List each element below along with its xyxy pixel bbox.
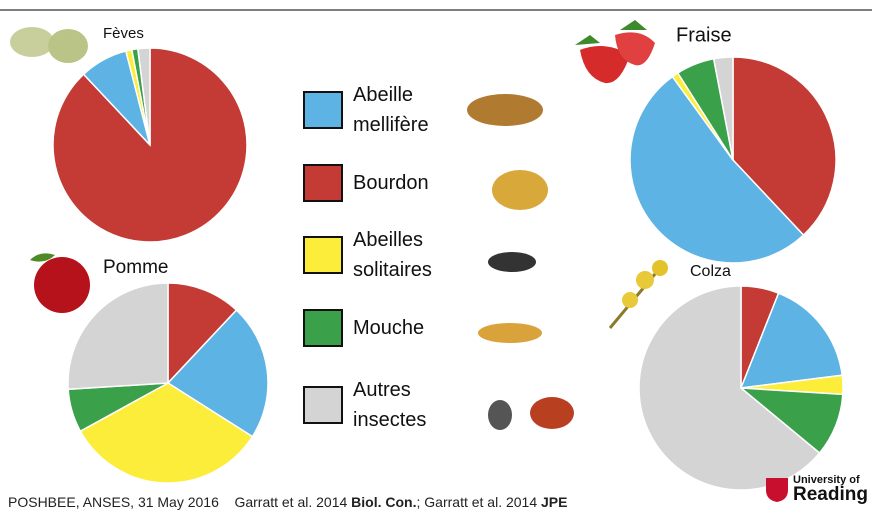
footer-text: POSHBEE, ANSES, 31 May 2016 Garratt et a… (8, 494, 352, 510)
footer-text: Biol. Con. (351, 494, 417, 510)
legend-item: Bourdon (303, 164, 453, 202)
legend-label: Bourdon (353, 172, 429, 194)
pie-title: Fraise (676, 24, 732, 46)
footer-text: JPE (541, 494, 568, 510)
university-logo: University of Reading (764, 474, 868, 504)
crest (766, 478, 788, 502)
pie-slice (629, 75, 805, 264)
logo-line2: Reading (793, 484, 868, 505)
pie-title: Fèves (103, 25, 144, 42)
insect-icons (467, 94, 574, 430)
apple-icon (30, 253, 90, 313)
legend-item: Abeille mellifère (303, 80, 453, 140)
pie-slice (712, 56, 734, 161)
legend-label: Autres insectes (353, 379, 427, 431)
legend-swatch (303, 309, 343, 347)
pie-slice (137, 47, 151, 146)
legend-swatch (303, 91, 343, 129)
footer-text: ; Garratt et al. 2014 (416, 494, 542, 510)
legend-label: Mouche (353, 317, 425, 339)
pie-slice (67, 282, 169, 391)
pie-title: Pomme (103, 257, 168, 278)
logo-line1: University of (793, 474, 860, 486)
pie-slice (739, 292, 844, 389)
legend-item: Abeilles solitaires (303, 225, 453, 285)
legend-swatch (303, 236, 343, 274)
legend-swatch (303, 164, 343, 202)
footer: POSHBEE, ANSES, 31 May 2016 Garratt et a… (8, 494, 567, 510)
legend-item: Mouche (303, 309, 453, 347)
strawberry-icon (575, 20, 655, 84)
rapeseed-icon (608, 260, 668, 329)
pie-slice (166, 309, 269, 438)
pie-slice (167, 282, 238, 385)
legend-swatch (303, 386, 343, 424)
pie-title: Colza (690, 263, 731, 280)
pie-slice (52, 47, 248, 243)
legend-label: Abeilles solitaires (353, 229, 432, 281)
fava-icon (10, 27, 88, 63)
legend-item: Autres insectes (303, 375, 453, 435)
legend-label: Abeille mellifère (353, 84, 429, 136)
pie-slice (732, 56, 837, 237)
